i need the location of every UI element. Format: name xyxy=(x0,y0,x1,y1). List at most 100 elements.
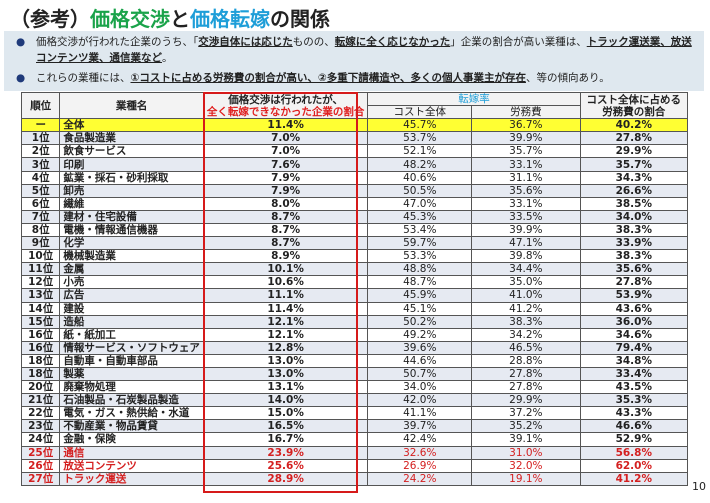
cell-rank: 15位 xyxy=(20,314,61,329)
table-row: 23位 不動産業・物品賃貸 16.5% 39.7% 35.2% 46.6% xyxy=(20,419,689,434)
header-no-pass-through: 価格交渉は行われたが、 全く転嫁できなかった企業の割合 xyxy=(202,91,369,120)
cell-labor: 47.1% xyxy=(471,236,581,251)
cell-cost: 26.9% xyxy=(367,458,473,473)
cell-rank: 16位 xyxy=(20,340,61,355)
cell-labor: 27.8% xyxy=(471,380,581,395)
cell-name: 紙・紙加工 xyxy=(59,327,204,342)
cell-neg: 10.1% xyxy=(202,262,369,277)
cell-share: 52.9% xyxy=(579,432,689,447)
cell-name: 印刷 xyxy=(59,157,204,172)
cell-neg: 8.9% xyxy=(202,249,369,264)
cell-neg: 16.5% xyxy=(202,419,369,434)
cell-neg: 11.4% xyxy=(202,118,369,133)
table-row: 12位 小売 10.6% 48.7% 35.0% 27.8% xyxy=(20,275,689,290)
cell-share: 79.4% xyxy=(579,340,689,355)
cell-name: 広告 xyxy=(59,288,204,303)
table-row: 20位 廃棄物処理 13.1% 34.0% 27.8% 43.5% xyxy=(20,380,689,395)
cell-rank: 6位 xyxy=(20,196,61,211)
cell-share: 38.3% xyxy=(579,249,689,264)
cell-cost: 39.7% xyxy=(367,419,473,434)
header-industry: 業種名 xyxy=(59,91,204,120)
cell-labor: 32.0% xyxy=(471,458,581,473)
header-rank: 順位 xyxy=(20,91,61,120)
cell-labor: 35.0% xyxy=(471,275,581,290)
cell-neg: 12.1% xyxy=(202,314,369,329)
cell-cost: 50.5% xyxy=(367,183,473,198)
cell-neg: 8.7% xyxy=(202,236,369,251)
cell-neg: 14.0% xyxy=(202,393,369,408)
table-row: 4位 鉱業・採石・砂利採取 7.9% 40.6% 31.1% 34.3% xyxy=(20,170,689,185)
cell-rank: 11位 xyxy=(20,262,61,277)
cell-share: 40.2% xyxy=(579,118,689,133)
cell-name: 自動車・自動車部品 xyxy=(59,353,204,368)
cell-name: 繊維 xyxy=(59,196,204,211)
header-line: 全く転嫁できなかった企業の割合 xyxy=(206,105,365,118)
cell-neg: 8.7% xyxy=(202,209,369,224)
cell-rank: 20位 xyxy=(20,380,61,395)
cell-name: 食品製造業 xyxy=(59,131,204,146)
cell-labor: 31.0% xyxy=(471,445,581,460)
cell-cost: 39.6% xyxy=(367,340,473,355)
table-row: 24位 金融・保険 16.7% 42.4% 39.1% 52.9% xyxy=(20,432,689,447)
cell-share: 46.6% xyxy=(579,419,689,434)
cell-rank: 13位 xyxy=(20,288,61,303)
cell-rank: 18位 xyxy=(20,366,61,382)
cell-share: 35.6% xyxy=(579,262,689,277)
cell-neg: 11.4% xyxy=(202,301,369,316)
cell-labor: 34.4% xyxy=(471,262,581,277)
text: 。 xyxy=(162,52,173,64)
cell-neg: 13.0% xyxy=(202,353,369,368)
table-row: 1位 食品製造業 7.0% 53.7% 39.9% 27.8% xyxy=(20,131,689,146)
cell-share: 29.9% xyxy=(579,144,689,159)
summary-box: ● 価格交渉が行われた企業のうち、「交渉自体には応じたものの、転嫁に全く応じなかっ… xyxy=(4,31,704,91)
cell-cost: 59.7% xyxy=(367,236,473,251)
cell-rank: 26位 xyxy=(20,458,61,473)
cell-cost: 48.7% xyxy=(367,275,473,290)
header-line: 価格交渉は行われたが、 xyxy=(228,93,344,106)
title-price-negotiation: 価格交渉 xyxy=(90,7,170,31)
cell-cost: 45.3% xyxy=(367,209,473,224)
cell-name: 建材・住宅設備 xyxy=(59,209,204,224)
cell-cost: 49.2% xyxy=(367,327,473,342)
cell-rank: 22位 xyxy=(20,406,61,421)
cell-name: 通信 xyxy=(59,445,204,460)
cell-neg: 15.0% xyxy=(202,406,369,421)
title-mid: と xyxy=(170,7,190,31)
cell-cost: 42.0% xyxy=(367,393,473,408)
cell-neg: 16.7% xyxy=(202,432,369,447)
cell-neg: 7.0% xyxy=(202,131,369,146)
text: 」企業の割合が高い業種は、 xyxy=(450,36,587,48)
cell-name: 電気・ガス・熱供給・水道 xyxy=(59,406,204,421)
cell-rank: 5位 xyxy=(20,183,61,198)
title-price-pass-through: 価格転嫁 xyxy=(190,7,270,31)
cell-neg: 28.9% xyxy=(202,471,369,486)
cell-labor: 34.2% xyxy=(471,327,581,342)
cell-cost: 53.3% xyxy=(367,249,473,264)
cell-share: 34.0% xyxy=(579,209,689,224)
cell-labor: 39.9% xyxy=(471,222,581,238)
cell-neg: 7.9% xyxy=(202,170,369,185)
cell-neg: 25.6% xyxy=(202,458,369,473)
cell-labor: 33.1% xyxy=(471,196,581,211)
title-suffix: の関係 xyxy=(270,7,330,31)
bullet-icon: ● xyxy=(16,36,26,48)
cell-name: 廃棄物処理 xyxy=(59,380,204,395)
cell-name: 化学 xyxy=(59,236,204,251)
cell-rank: 1位 xyxy=(20,131,61,146)
cell-labor: 35.2% xyxy=(471,419,581,434)
cell-share: 26.6% xyxy=(579,183,689,198)
table-row: 9位 化学 8.7% 59.7% 47.1% 33.9% xyxy=(20,236,689,251)
emphasis: トラック運送業、放送コンテンツ業、通信業など xyxy=(36,36,692,64)
cell-cost: 42.4% xyxy=(367,432,473,447)
cell-rank: ー xyxy=(20,118,61,133)
cell-rank: 21位 xyxy=(20,393,61,408)
cell-cost: 47.0% xyxy=(367,196,473,211)
cell-cost: 53.7% xyxy=(367,131,473,146)
table-row: 3位 印刷 7.6% 48.2% 33.1% 35.7% xyxy=(20,157,689,172)
cell-share: 38.5% xyxy=(579,196,689,211)
cell-neg: 7.0% xyxy=(202,144,369,159)
cell-share: 43.3% xyxy=(579,406,689,421)
cell-name: 小売 xyxy=(59,275,204,290)
table-row: 22位 電気・ガス・熱供給・水道 15.0% 41.1% 37.2% 43.3% xyxy=(20,406,689,421)
cell-rank: 16位 xyxy=(20,327,61,342)
